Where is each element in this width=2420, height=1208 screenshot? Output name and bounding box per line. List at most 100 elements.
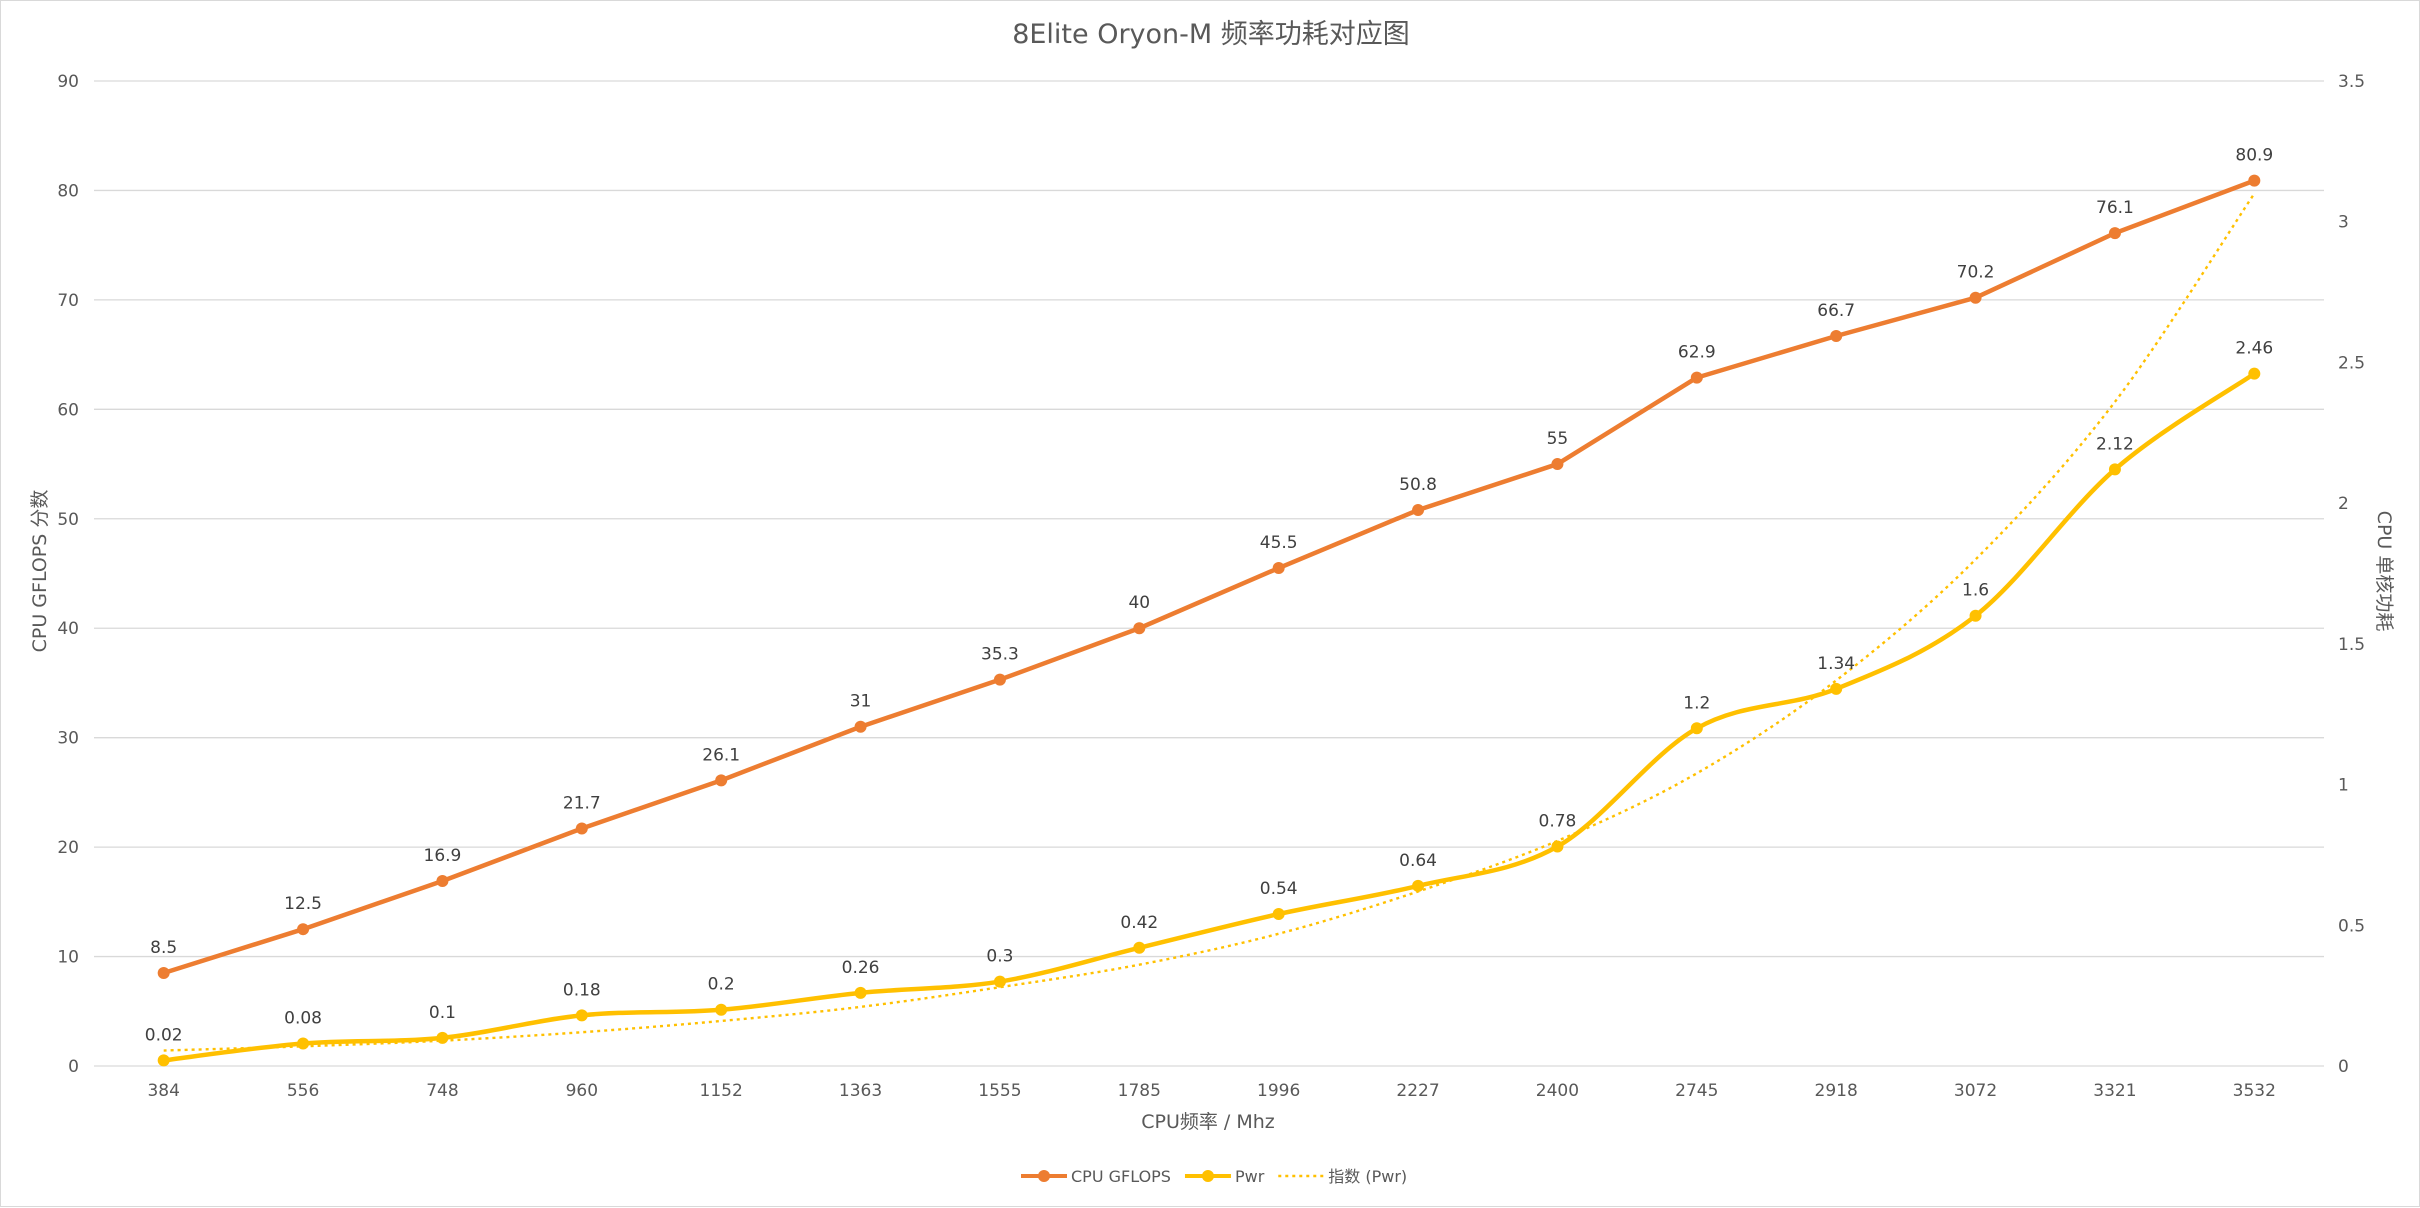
data-point-pwr <box>1272 908 1285 921</box>
x-tick-label: 3072 <box>1954 1081 1997 1101</box>
data-label-pwr: 0.54 <box>1260 879 1298 899</box>
x-tick-label: 2400 <box>1536 1081 1579 1101</box>
data-label-pwr: 0.18 <box>563 980 601 1000</box>
legend-item-1-label: Pwr <box>1235 1167 1265 1186</box>
y-tick-label: 30 <box>57 729 79 749</box>
y-axis-ticks: 0 10 20 30 40 50 60 70 80 90 <box>57 72 79 1077</box>
x-tick-label: 2918 <box>1815 1081 1858 1101</box>
legend: CPU GFLOPS Pwr 指数 (Pwr) <box>1021 1167 1407 1186</box>
data-point-cpu-gflops <box>1133 622 1146 635</box>
data-label-pwr: 1.6 <box>1962 581 1989 601</box>
x-tick-label: 3532 <box>2233 1081 2276 1101</box>
data-point-pwr <box>1412 879 1425 892</box>
data-point-cpu-gflops <box>297 923 310 936</box>
y-tick-label: 80 <box>57 181 79 201</box>
data-label-cpu-gflops: 12.5 <box>284 894 322 914</box>
data-point-cpu-gflops <box>575 822 588 835</box>
y2-tick-label: 1 <box>2338 776 2349 796</box>
y2-tick-label: 0 <box>2338 1057 2349 1077</box>
x-tick-label: 384 <box>147 1081 179 1101</box>
x-tick-label: 2745 <box>1675 1081 1718 1101</box>
x-tick-label: 1363 <box>839 1081 882 1101</box>
data-label-pwr: 0.42 <box>1120 913 1158 933</box>
data-point-pwr <box>1133 941 1146 954</box>
data-label-cpu-gflops: 55 <box>1547 429 1569 449</box>
data-point-pwr <box>1551 840 1564 853</box>
data-label-cpu-gflops: 26.1 <box>702 745 740 765</box>
x-tick-label: 556 <box>287 1081 319 1101</box>
data-point-pwr <box>1830 682 1843 695</box>
data-point-pwr <box>1690 722 1703 735</box>
y-tick-label: 60 <box>57 400 79 420</box>
data-point-cpu-gflops <box>2108 227 2121 240</box>
data-point-cpu-gflops <box>1412 504 1425 517</box>
data-point-pwr <box>575 1009 588 1022</box>
y-tick-label: 50 <box>57 510 79 530</box>
data-point-pwr <box>436 1031 449 1044</box>
series-points <box>157 174 2261 1067</box>
data-label-pwr: 2.46 <box>2235 339 2273 359</box>
legend-item-2-label: 指数 (Pwr) <box>1328 1167 1407 1186</box>
series-line-cpu-gflops <box>161 178 2257 976</box>
data-point-pwr <box>157 1054 170 1067</box>
x-tick-label: 1996 <box>1257 1081 1300 1101</box>
x-tick-label: 1555 <box>978 1081 1021 1101</box>
legend-item-0-label: CPU GFLOPS <box>1071 1167 1171 1186</box>
data-label-cpu-gflops: 76.1 <box>2096 198 2134 218</box>
data-point-cpu-gflops <box>993 673 1006 686</box>
x-tick-label: 3321 <box>2093 1081 2136 1101</box>
x-tick-label: 960 <box>566 1081 598 1101</box>
data-label-pwr: 0.02 <box>145 1025 183 1045</box>
series-lines <box>161 178 2257 1063</box>
data-point-cpu-gflops <box>1272 562 1285 575</box>
y2-tick-label: 3 <box>2338 213 2349 233</box>
data-point-cpu-gflops <box>157 966 170 979</box>
data-label-cpu-gflops: 21.7 <box>563 794 601 814</box>
data-label-pwr: 1.2 <box>1683 693 1710 713</box>
data-label-cpu-gflops: 66.7 <box>1817 301 1855 321</box>
y2-tick-label: 2 <box>2338 494 2349 514</box>
data-point-pwr <box>2248 367 2261 380</box>
data-point-pwr <box>2108 463 2121 476</box>
x-tick-label: 2227 <box>1396 1081 1439 1101</box>
trendline-layer <box>163 192 2256 1052</box>
data-point-cpu-gflops <box>854 720 867 733</box>
y2-axis-title: CPU 单核功耗 <box>2373 511 2395 632</box>
data-label-cpu-gflops: 35.3 <box>981 645 1019 665</box>
data-label-cpu-gflops: 45.5 <box>1260 533 1298 553</box>
data-label-pwr: 0.08 <box>284 1008 322 1028</box>
y2-tick-label: 3.5 <box>2338 72 2365 92</box>
data-point-pwr <box>715 1003 728 1016</box>
x-tick-label: 1785 <box>1118 1081 1161 1101</box>
x-axis-ticks: 384 556 748 960 1152 1363 1555 1785 1996 2227 2400… <box>147 1081 2275 1101</box>
data-label-pwr: 1.34 <box>1817 654 1855 674</box>
data-point-cpu-gflops <box>715 774 728 787</box>
data-point-cpu-gflops <box>1551 458 1564 471</box>
gridlines <box>94 80 2324 1067</box>
data-label-pwr: 0.2 <box>708 975 735 995</box>
y-tick-label: 10 <box>57 948 79 968</box>
data-point-pwr <box>854 986 867 999</box>
y-tick-label: 70 <box>57 291 79 311</box>
y-tick-label: 90 <box>57 72 79 92</box>
data-label-cpu-gflops: 62.9 <box>1678 343 1716 363</box>
data-point-cpu-gflops <box>2248 174 2261 187</box>
data-label-cpu-gflops: 8.5 <box>150 938 177 958</box>
y-axis-title: CPU GFLOPS 分数 <box>29 490 51 653</box>
data-label-cpu-gflops: 31 <box>850 692 872 712</box>
data-label-pwr: 0.3 <box>986 947 1013 967</box>
y2-tick-label: 2.5 <box>2338 353 2365 373</box>
y2-tick-label: 0.5 <box>2338 916 2365 936</box>
data-label-cpu-gflops: 50.8 <box>1399 475 1437 495</box>
legend-item-0-marker <box>1038 1170 1050 1182</box>
y2-tick-label: 1.5 <box>2338 635 2365 655</box>
data-label-cpu-gflops: 40 <box>1128 593 1150 613</box>
series-line-pwr <box>161 371 2257 1063</box>
data-label-cpu-gflops: 80.9 <box>2235 146 2273 166</box>
data-point-pwr <box>297 1037 310 1050</box>
x-axis-title: CPU频率 / Mhz <box>1141 1111 1275 1133</box>
data-label-pwr: 0.1 <box>429 1003 456 1023</box>
y2-axis-ticks: 0 0.5 1 1.5 2 2.5 3 3.5 <box>2338 72 2365 1077</box>
